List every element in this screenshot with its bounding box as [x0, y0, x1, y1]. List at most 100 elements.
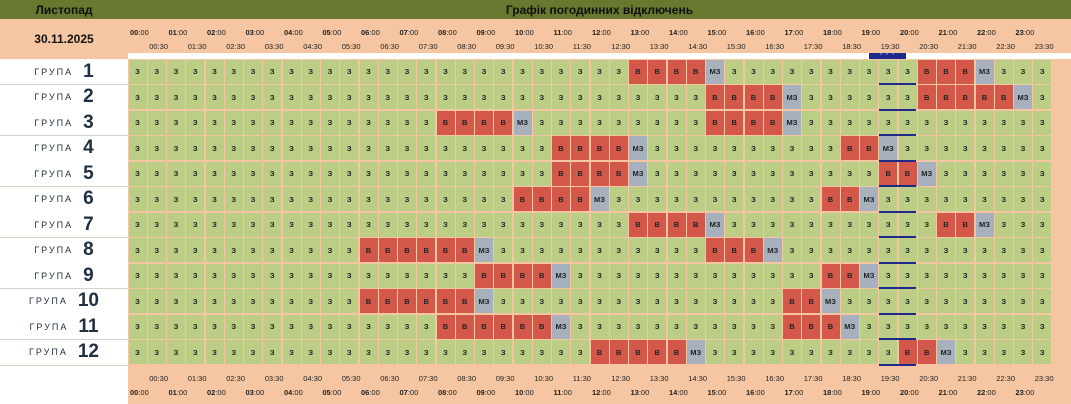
- slot-cell: З: [167, 212, 185, 237]
- bottom-hour-tick: 00:00: [130, 388, 149, 397]
- slot-cell: З: [667, 263, 686, 288]
- slot-cell: З: [725, 340, 744, 364]
- slot-cell: В: [648, 212, 667, 237]
- slot-cell: В: [629, 59, 647, 84]
- slot-cell: З: [783, 263, 801, 288]
- slot-cell: З: [359, 161, 378, 186]
- slot-cell: З: [879, 238, 898, 262]
- top-hour-tick: 08:00: [438, 28, 457, 37]
- slot-cell: З: [802, 212, 821, 237]
- slot-cell: З: [840, 59, 859, 84]
- slot-cell: МЗ: [917, 161, 936, 186]
- top-half-tick: 17:30: [803, 42, 823, 51]
- slot-cell: З: [378, 314, 397, 339]
- slot-cell: В: [917, 340, 936, 364]
- slot-cell: З: [629, 289, 647, 313]
- slot-cell: З: [590, 110, 609, 135]
- slot-cell: З: [186, 187, 205, 211]
- slot-cell: В: [378, 238, 397, 262]
- slot-cell: МЗ: [552, 263, 570, 288]
- slot-cell: З: [840, 85, 859, 109]
- bottom-half-tick: 16:30: [765, 374, 785, 383]
- slot-cell: З: [205, 136, 224, 160]
- slot-cell: В: [648, 59, 667, 84]
- slot-cell: З: [340, 161, 359, 186]
- bottom-half-tick: 15:30: [726, 374, 746, 383]
- slot-cell: В: [802, 289, 821, 313]
- slot-cell: З: [321, 110, 339, 135]
- slot-cell: З: [147, 314, 166, 339]
- slot-cell: З: [744, 161, 763, 186]
- slot-cell: З: [706, 314, 724, 339]
- slot-cell: З: [378, 212, 397, 237]
- slot-cell: З: [937, 289, 955, 313]
- slot-cell: З: [725, 187, 744, 211]
- slot-cell: В: [590, 161, 609, 186]
- slot-cell: З: [205, 85, 224, 109]
- slot-cell: З: [725, 212, 744, 237]
- top-half-tick: 10:30: [534, 42, 554, 51]
- slot-cell: З: [571, 85, 590, 109]
- slot-cell: З: [706, 161, 724, 186]
- bottom-half-tick: 00:30: [149, 374, 169, 383]
- slot-cell: З: [417, 212, 436, 237]
- slot-cell: З: [956, 263, 975, 288]
- slot-cell: З: [205, 289, 224, 313]
- slot-cell: З: [648, 314, 667, 339]
- slot-cell: З: [956, 136, 975, 160]
- slot-cell: МЗ: [860, 263, 878, 288]
- slot-cell: З: [301, 289, 320, 313]
- slot-cell: З: [975, 110, 994, 135]
- slot-cell: З: [648, 136, 667, 160]
- slot-cell: З: [378, 136, 397, 160]
- slot-cell: МЗ: [763, 238, 782, 262]
- schedule-grid: З З З З З З З З З З З З З З З З З З З З З З З З З З В В В В МЗ З З З З З З З З…: [128, 59, 1071, 366]
- group-label-1: ГРУПА 1: [0, 59, 128, 85]
- current-slot-line: [878, 236, 917, 238]
- slot-cell: З: [879, 110, 898, 135]
- slot-cell: З: [590, 212, 609, 237]
- slot-cell: З: [321, 212, 339, 237]
- bottom-half-tick: 19:30: [880, 374, 900, 383]
- group-number: 9: [83, 264, 94, 286]
- top-half-tick: 04:30: [303, 42, 323, 51]
- current-slot-line: [878, 134, 917, 136]
- group-word: ГРУПА: [34, 270, 74, 281]
- slot-cell: В: [956, 59, 975, 84]
- slot-cell: З: [398, 136, 416, 160]
- slot-cell: З: [359, 85, 378, 109]
- slot-cell: З: [513, 238, 532, 262]
- slot-cell: В: [706, 238, 724, 262]
- slot-cell: В: [571, 136, 590, 160]
- slot-cell: З: [417, 340, 436, 364]
- slot-cell: З: [783, 212, 801, 237]
- slot-cell: З: [378, 110, 397, 135]
- slot-cell: З: [763, 212, 782, 237]
- slot-cell: З: [975, 289, 994, 313]
- slot-cell: З: [648, 289, 667, 313]
- slot-cell: З: [321, 136, 339, 160]
- slot-cell: З: [917, 187, 936, 211]
- slot-cell: З: [725, 161, 744, 186]
- slot-cell: В: [609, 340, 628, 364]
- slot-cell: З: [898, 263, 917, 288]
- slot-cell: З: [186, 340, 205, 364]
- slot-cell: З: [898, 238, 917, 262]
- slot-cell: В: [436, 110, 455, 135]
- slot-cell: З: [436, 263, 455, 288]
- slot-cell: З: [975, 187, 994, 211]
- slot-cell: В: [667, 59, 686, 84]
- slot-cell: З: [513, 136, 532, 160]
- slot-cell: З: [263, 289, 282, 313]
- top-hour-tick: 03:00: [245, 28, 265, 37]
- slot-cell: З: [590, 314, 609, 339]
- slot-cell: З: [629, 263, 647, 288]
- slot-cell: З: [763, 161, 782, 186]
- slot-cell: З: [359, 340, 378, 364]
- slot-cell: З: [917, 314, 936, 339]
- slot-cell: З: [244, 263, 262, 288]
- slot-cell: В: [609, 136, 628, 160]
- slot-cell: З: [205, 212, 224, 237]
- top-hour-tick: 06:00: [361, 28, 380, 37]
